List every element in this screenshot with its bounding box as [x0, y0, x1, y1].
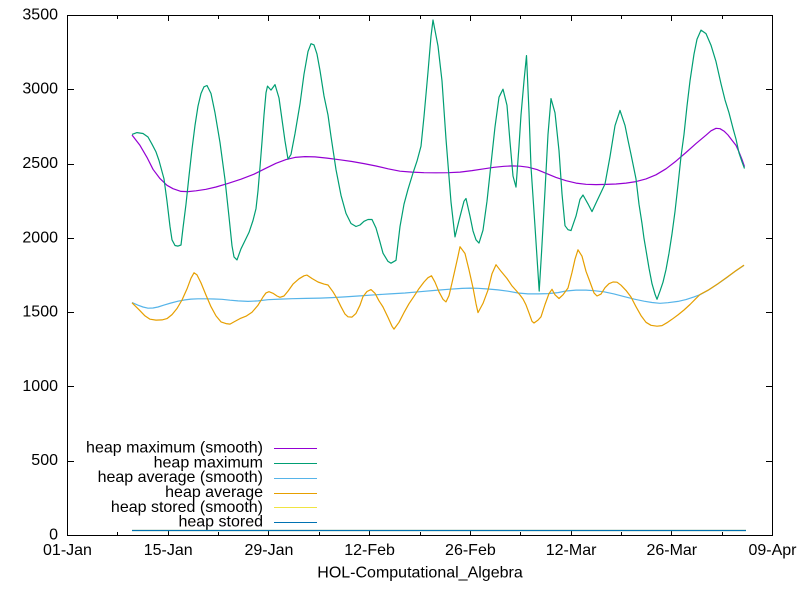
svg-text:1000: 1000 — [22, 378, 58, 395]
svg-text:01-Jan: 01-Jan — [43, 542, 92, 559]
svg-text:09-Apr: 09-Apr — [748, 542, 797, 559]
svg-text:15-Jan: 15-Jan — [144, 542, 193, 559]
svg-text:500: 500 — [31, 452, 58, 469]
svg-text:heap maximum: heap maximum — [154, 454, 263, 471]
svg-text:heap stored (smooth): heap stored (smooth) — [111, 499, 263, 516]
svg-text:29-Jan: 29-Jan — [244, 542, 293, 559]
svg-text:26-Mar: 26-Mar — [646, 542, 697, 559]
svg-text:12-Mar: 12-Mar — [546, 542, 597, 559]
svg-text:1500: 1500 — [22, 304, 58, 321]
svg-text:2000: 2000 — [22, 229, 58, 246]
svg-text:12-Feb: 12-Feb — [344, 542, 395, 559]
svg-text:3000: 3000 — [22, 81, 58, 98]
svg-text:heap average: heap average — [165, 484, 263, 501]
svg-text:26-Feb: 26-Feb — [445, 542, 496, 559]
svg-text:3500: 3500 — [22, 6, 58, 23]
svg-text:0: 0 — [49, 526, 58, 543]
svg-text:2500: 2500 — [22, 155, 58, 172]
svg-text:heap average (smooth): heap average (smooth) — [98, 469, 263, 486]
svg-text:heap maximum (smooth): heap maximum (smooth) — [86, 440, 263, 457]
svg-text:heap stored: heap stored — [178, 514, 263, 531]
svg-text:HOL-Computational_Algebra: HOL-Computational_Algebra — [317, 564, 523, 581]
